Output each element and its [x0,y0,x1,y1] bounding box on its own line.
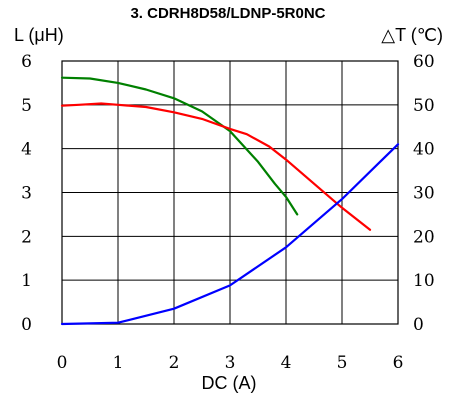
y-right-tick-label-4: 40 [413,140,435,160]
y-right-tick-label-0: 0 [413,315,424,335]
x-tick-label-1: 1 [113,353,124,373]
x-axis-label: DC (A) [202,373,257,393]
y-left-axis-label: L (μH) [14,25,64,45]
y-left-tick-label-6: 6 [21,52,32,72]
y-right-tick-label-2: 20 [413,227,435,247]
x-tick-label-6: 6 [393,353,404,373]
series-line-2 [60,143,400,326]
y-right-tick-label-6: 60 [413,52,435,72]
x-tick-label-2: 2 [169,353,180,373]
y-left-tick-label-2: 2 [21,227,32,247]
series-line-0 [60,76,299,216]
y-right-tick-label-3: 30 [413,184,435,204]
chart-title: 3. CDRH8D58/LDNP-5R0NC [130,5,325,22]
x-tick-label-3: 3 [225,353,236,373]
x-tick-label-5: 5 [337,353,348,373]
y-left-tick-label-3: 3 [21,184,32,204]
y-left-tick-label-1: 1 [21,271,32,291]
plot-frame [61,60,399,325]
y-right-axis-label: △T (℃) [381,25,443,45]
y-right-tick-label-5: 50 [413,96,435,116]
series-line-1 [60,102,372,231]
x-tick-label-0: 0 [57,353,68,373]
y-left-tick-label-0: 0 [21,315,32,335]
series-lines [60,76,400,326]
y-left-tick-label-4: 4 [21,140,32,160]
y-left-tick-label-5: 5 [21,96,32,116]
x-tick-label-4: 4 [281,353,292,373]
y-right-tick-label-1: 10 [413,271,435,291]
